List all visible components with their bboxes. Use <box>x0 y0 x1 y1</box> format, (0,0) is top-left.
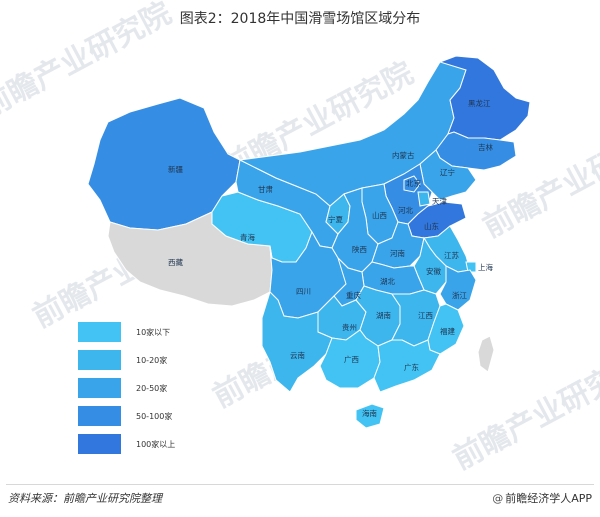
province-label: 河南 <box>390 248 405 258</box>
province-label: 山东 <box>424 221 439 231</box>
legend-label: 10家以下 <box>136 328 171 337</box>
province-label: 江西 <box>418 311 433 320</box>
legend-item: 50-100家 <box>78 406 228 428</box>
province-label: 云南 <box>290 350 305 360</box>
province-yunnan[interactable] <box>261 291 333 393</box>
province-label: 内蒙古 <box>392 150 415 160</box>
province-shanghai[interactable] <box>465 261 477 273</box>
province-label: 广东 <box>404 362 419 372</box>
province-label: 贵州 <box>342 322 357 332</box>
legend-item: 10-20家 <box>78 350 228 372</box>
province-taiwan[interactable] <box>477 335 495 373</box>
at-sign: @ <box>492 492 504 505</box>
legend-item: 100家以上 <box>78 434 228 456</box>
province-label: 浙江 <box>452 290 467 300</box>
province-label: 湖南 <box>376 310 391 320</box>
province-label: 黑龙江 <box>468 98 491 108</box>
province-label: 湖北 <box>380 277 395 286</box>
province-hainan[interactable] <box>355 403 385 429</box>
province-guangdong[interactable] <box>373 339 441 393</box>
province-label: 天津 <box>432 197 447 206</box>
province-label: 安徽 <box>426 266 441 276</box>
legend-swatch <box>78 350 121 370</box>
province-label: 新疆 <box>168 164 183 174</box>
province-label: 西藏 <box>168 257 183 267</box>
legend-label: 50-100家 <box>136 412 173 421</box>
footer-divider <box>6 484 594 485</box>
province-label: 辽宁 <box>440 167 455 177</box>
province-label: 福建 <box>440 326 455 336</box>
province-label: 上海 <box>478 262 493 272</box>
watermark-text: 前瞻产业研究院 <box>447 348 600 477</box>
province-label: 海南 <box>362 408 377 418</box>
province-beijing[interactable] <box>403 175 421 193</box>
province-label: 广西 <box>344 354 359 364</box>
legend-swatch <box>78 322 121 342</box>
province-label: 江苏 <box>444 250 459 260</box>
province-label: 青海 <box>240 232 255 242</box>
legend-label: 100家以上 <box>136 440 176 449</box>
legend-label: 10-20家 <box>136 356 168 365</box>
province-label: 甘肃 <box>258 184 273 194</box>
province-label: 四川 <box>296 287 311 296</box>
source-note: 资料来源：前瞻产业研究院整理 <box>8 492 162 505</box>
brand-credit: @ 前瞻经济学人APP <box>492 490 592 506</box>
province-label: 河北 <box>398 206 413 215</box>
province-label: 吉林 <box>478 142 493 152</box>
province-zhejiang[interactable] <box>439 265 477 311</box>
legend-swatch <box>78 406 121 426</box>
legend-item: 10家以下 <box>78 322 228 344</box>
brand-name: 前瞻经济学人APP <box>505 492 592 505</box>
page-title: 图表2：2018年中国滑雪场馆区域分布 <box>179 11 421 27</box>
province-label: 陕西 <box>352 244 367 254</box>
legend-swatch <box>78 378 121 398</box>
province-tianjin[interactable] <box>417 191 431 207</box>
legend-item: 20-50家 <box>78 378 228 400</box>
legend-label: 20-50家 <box>136 384 168 393</box>
legend-swatch <box>78 434 121 454</box>
province-label: 宁夏 <box>328 214 343 224</box>
province-label: 北京 <box>406 178 421 188</box>
province-label: 重庆 <box>346 290 361 300</box>
province-label: 山西 <box>372 210 387 220</box>
